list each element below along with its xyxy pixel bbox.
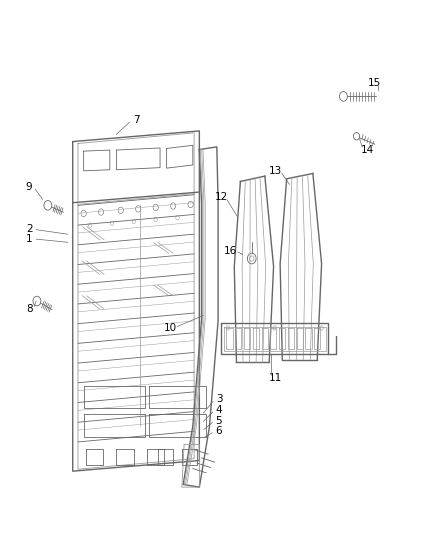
Text: 11: 11: [269, 373, 283, 383]
Text: 2: 2: [26, 224, 32, 235]
Text: 7: 7: [133, 115, 139, 125]
Text: 10: 10: [163, 322, 177, 333]
Text: 5: 5: [215, 416, 223, 426]
Text: 12: 12: [215, 192, 228, 203]
Text: 6: 6: [215, 426, 223, 437]
Text: 13: 13: [269, 166, 283, 176]
Text: 3: 3: [215, 394, 223, 405]
Text: 14: 14: [361, 144, 374, 155]
Text: 1: 1: [26, 234, 32, 244]
Text: 16: 16: [224, 246, 237, 255]
Text: 9: 9: [26, 182, 32, 192]
Text: 4: 4: [215, 405, 223, 415]
Text: 15: 15: [367, 78, 381, 88]
Text: 8: 8: [26, 304, 32, 314]
